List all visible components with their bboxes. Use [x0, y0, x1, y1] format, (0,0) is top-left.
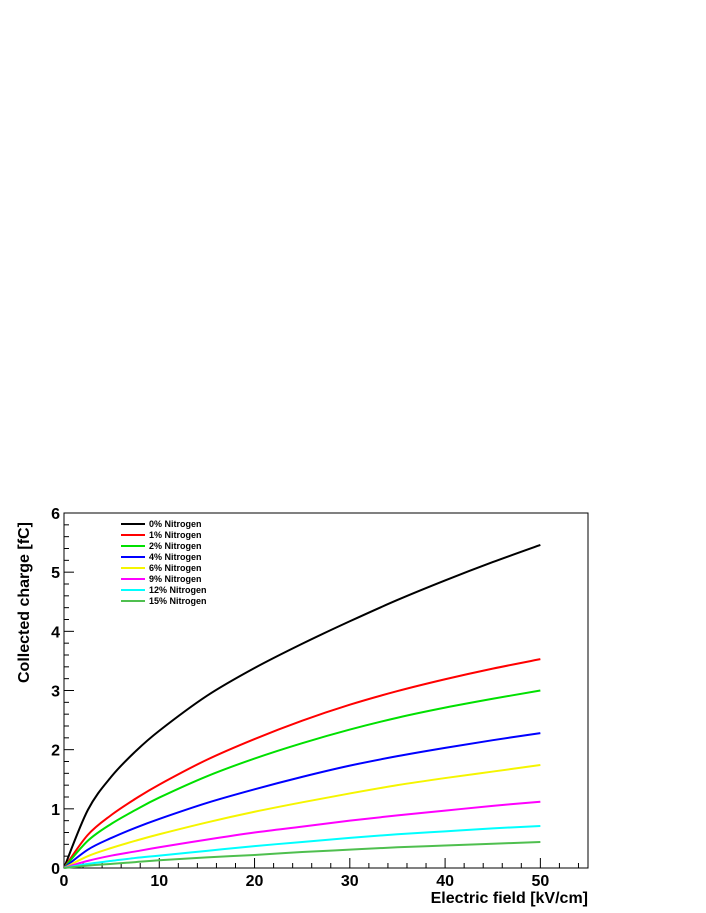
x-tick-label: 0 [60, 873, 69, 890]
series-line-9-nitrogen [63, 800, 541, 869]
series-line-12-nitrogen [63, 824, 541, 869]
legend-label: 12% Nitrogen [149, 585, 207, 595]
y-tick-label: 6 [51, 506, 60, 523]
legend-label: 2% Nitrogen [149, 541, 202, 551]
x-axis-title: Electric field [kV/cm] [431, 890, 588, 907]
legend-label: 9% Nitrogen [149, 574, 202, 584]
y-tick-label: 1 [51, 802, 60, 819]
x-tick-label: 20 [246, 873, 264, 890]
series-lines [63, 544, 541, 869]
legend-label: 1% Nitrogen [149, 530, 202, 540]
legend-label: 0% Nitrogen [149, 519, 202, 529]
y-tick-label: 0 [51, 861, 60, 878]
y-tick-label: 5 [51, 565, 60, 582]
series-line-6-nitrogen [63, 764, 541, 869]
x-axis-ticks: 0 10 20 30 40 50 [60, 858, 549, 890]
legend-label: 6% Nitrogen [149, 563, 202, 573]
y-axis-title: Collected charge [fC] [16, 522, 33, 683]
x-tick-label: 30 [341, 873, 359, 890]
y-tick-label: 3 [51, 684, 60, 701]
y-axis-ticks: 0 1 2 3 4 5 6 [51, 506, 74, 878]
series-line-2-nitrogen [63, 689, 541, 869]
y-tick-label: 2 [51, 743, 60, 760]
plot-frame [63, 512, 589, 869]
x-tick-label: 50 [531, 873, 549, 890]
legend-label: 15% Nitrogen [149, 596, 207, 606]
x-tick-label: 40 [436, 873, 454, 890]
series-line-15-nitrogen [63, 840, 541, 869]
x-tick-label: 10 [150, 873, 168, 890]
series-line-0-nitrogen [63, 544, 541, 869]
y-tick-label: 4 [51, 624, 60, 641]
series-line-4-nitrogen [63, 732, 541, 869]
series-line-1-nitrogen [63, 658, 541, 869]
legend-label: 4% Nitrogen [149, 552, 202, 562]
